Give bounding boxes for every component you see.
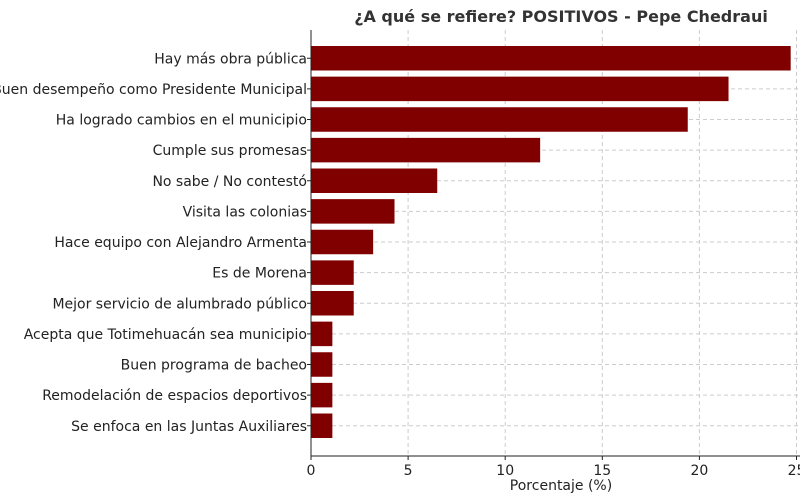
y-tick-label: Ha logrado cambios en el municipio — [56, 113, 307, 129]
x-tick-label: 5 — [404, 463, 413, 479]
bar — [311, 291, 354, 316]
bars — [311, 46, 791, 438]
y-tick-label: Visita las colonias — [183, 204, 307, 220]
y-tick-label: Remodelación de espacios deportivos — [42, 388, 307, 404]
y-tick-label: Hay más obra pública — [154, 51, 307, 67]
x-tick-label: 25 — [788, 463, 800, 479]
y-tick-label: Buen desempeño como Presidente Municipal — [0, 82, 307, 98]
chart-title: ¿A qué se refiere? POSITIVOS - Pepe Ched… — [354, 7, 768, 26]
y-tick-label: Se enfoca en las Juntas Auxiliares — [71, 419, 307, 435]
x-tick-label: 0 — [307, 463, 316, 479]
y-tick-label: Cumple sus promesas — [153, 143, 307, 159]
bar — [311, 321, 333, 347]
bar — [311, 229, 374, 255]
bar — [311, 413, 333, 438]
x-tick-label: 10 — [496, 463, 514, 479]
x-tick-label: 20 — [690, 463, 708, 479]
y-tick-label: No sabe / No contestó — [152, 174, 307, 190]
y-tick-label: Hace equipo con Alejandro Armenta — [54, 235, 307, 251]
bar — [311, 382, 333, 408]
bar — [311, 168, 438, 193]
y-tick-label: Es de Morena — [212, 266, 307, 282]
bar — [311, 260, 354, 285]
bar — [311, 46, 791, 71]
bar — [311, 76, 729, 102]
bar — [311, 107, 688, 132]
y-tick-label: Acepta que Totimehuacán sea municipio — [24, 327, 307, 343]
bar — [311, 137, 541, 163]
bar — [311, 352, 333, 377]
y-tick-label: Mejor servicio de alumbrado público — [52, 296, 307, 312]
y-tick-labels: Hay más obra pública Buen desempeño como … — [0, 51, 311, 435]
x-tick-label: 15 — [593, 463, 611, 479]
x-tick-labels: 0 5 10 15 20 25 — [307, 456, 800, 479]
y-tick-label: Buen programa de bacheo — [121, 358, 307, 374]
x-axis-label: Porcentaje (%) — [510, 478, 612, 494]
bar — [311, 199, 395, 224]
